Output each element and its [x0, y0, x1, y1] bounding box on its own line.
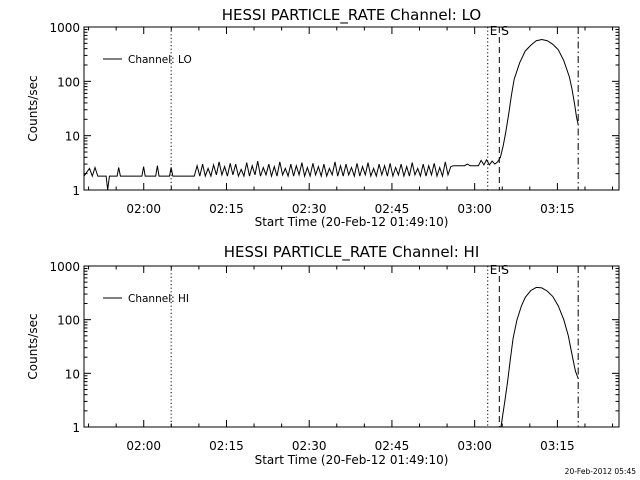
x-tick-label: 02:30 — [292, 439, 327, 453]
x-tick-label: 02:15 — [209, 202, 244, 216]
y-tick-label: 10 — [65, 367, 80, 381]
x-tick-label: 02:45 — [375, 439, 410, 453]
plot-frame — [83, 265, 620, 428]
legend-label: Channel: HI — [128, 293, 189, 305]
legend-label: Channel: LO — [128, 54, 192, 66]
y-axis-label: Counts/sec — [26, 75, 40, 141]
y-tick-label: 1000 — [49, 260, 80, 274]
chart-title: HESSI PARTICLE_RATE Channel: HI — [224, 243, 480, 262]
y-tick-label: 1 — [72, 421, 80, 435]
marker-label: S — [501, 24, 509, 38]
chart-panel-lo: HESSI PARTICLE_RATE Channel: LO 1 10 100 100… — [26, 6, 620, 229]
x-tick-label: 03:15 — [540, 202, 575, 216]
marker-label: S — [501, 263, 509, 277]
y-tick-label: 100 — [57, 75, 80, 89]
chart-panel-hi: HESSI PARTICLE_RATE Channel: HI 1 10 100 100… — [26, 243, 620, 467]
x-axis-label: Start Time (20-Feb-12 01:49:10) — [255, 215, 449, 229]
x-tick-label: 02:00 — [126, 202, 161, 216]
x-tick-label: 03:00 — [457, 202, 492, 216]
y-tick-label: 10 — [65, 130, 80, 144]
x-tick-label: 02:15 — [209, 439, 244, 453]
y-tick-label: 1 — [72, 184, 80, 198]
series-line — [83, 38, 579, 191]
y-tick-label: 100 — [57, 314, 80, 328]
x-tick-label: 03:15 — [540, 439, 575, 453]
chart-title: HESSI PARTICLE_RATE Channel: LO — [222, 6, 481, 25]
x-tick-label: 02:30 — [292, 202, 327, 216]
marker-label: E — [490, 263, 498, 277]
x-tick-label: 02:00 — [126, 439, 161, 453]
series-line — [500, 286, 579, 428]
x-tick-label: 03:00 — [457, 439, 492, 453]
y-axis-label: Counts/sec — [26, 313, 40, 379]
y-tick-label: 1000 — [49, 21, 80, 35]
x-axis-label: Start Time (20-Feb-12 01:49:10) — [255, 453, 449, 467]
plot-frame — [83, 26, 620, 191]
x-tick-label: 02:45 — [375, 202, 410, 216]
timestamp-label: 20-Feb-2012 05:45 — [565, 467, 637, 476]
marker-label: E — [490, 24, 498, 38]
